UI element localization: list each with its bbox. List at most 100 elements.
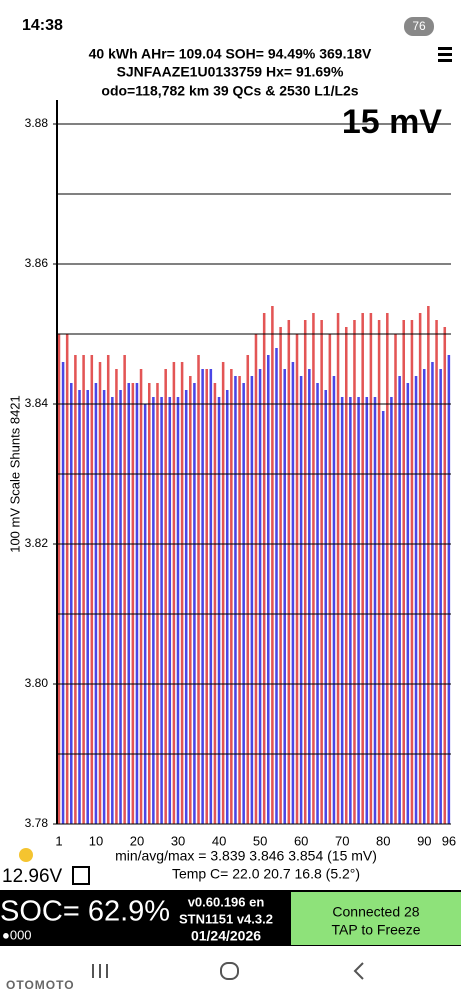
bar	[361, 313, 364, 824]
x-tick-label: 20	[130, 833, 144, 848]
bar	[201, 369, 204, 824]
x-tick-label: 90	[417, 833, 431, 848]
bar	[365, 397, 369, 824]
bar	[344, 327, 348, 824]
bar	[427, 306, 430, 824]
bar	[279, 327, 282, 824]
bar	[238, 376, 241, 824]
y-axis-label: 100 mV Scale Shunts 8421	[7, 395, 22, 553]
bar	[160, 397, 163, 824]
bar	[250, 376, 254, 824]
bar	[119, 390, 122, 824]
bulb-icon[interactable]	[19, 848, 33, 862]
bar	[377, 320, 381, 824]
bar	[82, 355, 85, 824]
x-tick-label: 30	[171, 833, 185, 848]
bar	[349, 397, 352, 824]
button-text[interactable]: TAP to Freeze	[332, 922, 421, 938]
bar	[369, 313, 373, 824]
soc: SOC= 62.9%	[0, 896, 170, 928]
chart: 3.78 3.80 3.82 3.84 3.86 3.88 1 10 20 30 40 50 60 70 8…	[25, 100, 456, 848]
x-tick-label: 1	[55, 833, 62, 848]
bar	[390, 397, 393, 824]
bar	[152, 397, 155, 824]
time: 14:38	[22, 17, 63, 34]
bar	[221, 362, 225, 824]
bar	[57, 334, 61, 824]
calendar-icon[interactable]	[72, 866, 90, 885]
bar	[406, 383, 410, 824]
bar	[394, 334, 397, 824]
x-tick-label: 80	[376, 833, 390, 848]
bar	[381, 411, 385, 824]
bar	[90, 355, 94, 824]
bar	[373, 397, 377, 824]
bar	[205, 369, 208, 824]
header-line: 40 kWh AHr= 109.04 SOH= 94.49% 369.18V	[89, 46, 372, 62]
bar	[209, 369, 213, 824]
bar	[357, 397, 360, 824]
button-text[interactable]: Connected 28	[332, 904, 419, 920]
bar	[267, 355, 270, 824]
nav-buttons[interactable]	[92, 962, 364, 980]
bar	[65, 334, 69, 824]
bar	[246, 355, 250, 824]
bar	[139, 369, 143, 824]
bar	[422, 369, 426, 824]
bar	[402, 320, 405, 824]
battery: 76	[412, 19, 426, 33]
freeze-button[interactable]	[291, 892, 461, 945]
bar	[295, 334, 299, 824]
bar	[336, 313, 340, 824]
bar	[217, 397, 221, 824]
stats: min/avg/max = 3.839 3.846 3.854 (15 mV)	[115, 848, 377, 864]
bar	[308, 369, 311, 824]
y-tick-label: 3.86	[25, 256, 49, 270]
bar	[386, 313, 389, 824]
y-tick-label: 3.88	[25, 116, 49, 130]
bar	[254, 334, 258, 824]
aux-voltage: 12.96V	[2, 866, 63, 887]
bar	[414, 376, 418, 824]
bar	[225, 390, 229, 824]
x-tick-label: 60	[294, 833, 308, 848]
watermark: OTOMOTO	[6, 978, 75, 992]
bar	[106, 355, 110, 824]
bar	[271, 306, 274, 824]
bar	[184, 390, 188, 824]
bar	[98, 362, 102, 824]
bar	[291, 362, 295, 824]
bar	[197, 355, 200, 824]
bar	[242, 383, 245, 824]
bar	[127, 383, 131, 824]
y-tick-label: 3.78	[25, 816, 49, 830]
bar	[234, 376, 237, 824]
bar	[439, 369, 442, 824]
bar	[176, 397, 180, 824]
bar	[410, 320, 414, 824]
menu-icon[interactable]	[438, 47, 452, 62]
battery-icon	[404, 17, 434, 36]
bar	[418, 313, 422, 824]
bar	[123, 355, 126, 824]
status-bar	[0, 0, 461, 42]
y-tick-label: 3.82	[25, 536, 49, 550]
y-tick-label: 3.80	[25, 676, 49, 690]
bar	[443, 327, 447, 824]
bar	[303, 320, 307, 824]
bar	[287, 320, 291, 824]
bar	[230, 369, 233, 824]
bar	[147, 383, 151, 824]
bar	[398, 376, 401, 824]
bar	[332, 376, 336, 824]
annotation: 15 mV	[342, 103, 442, 141]
bar	[340, 397, 344, 824]
bar	[172, 362, 176, 824]
y-tick-label: 3.84	[25, 396, 49, 410]
bar	[164, 369, 167, 824]
x-tick-label: 70	[335, 833, 349, 848]
header-line: odo=118,782 km 39 QCs & 2530 L1/L2s	[101, 83, 358, 99]
bar	[312, 313, 315, 824]
bar	[213, 383, 217, 824]
